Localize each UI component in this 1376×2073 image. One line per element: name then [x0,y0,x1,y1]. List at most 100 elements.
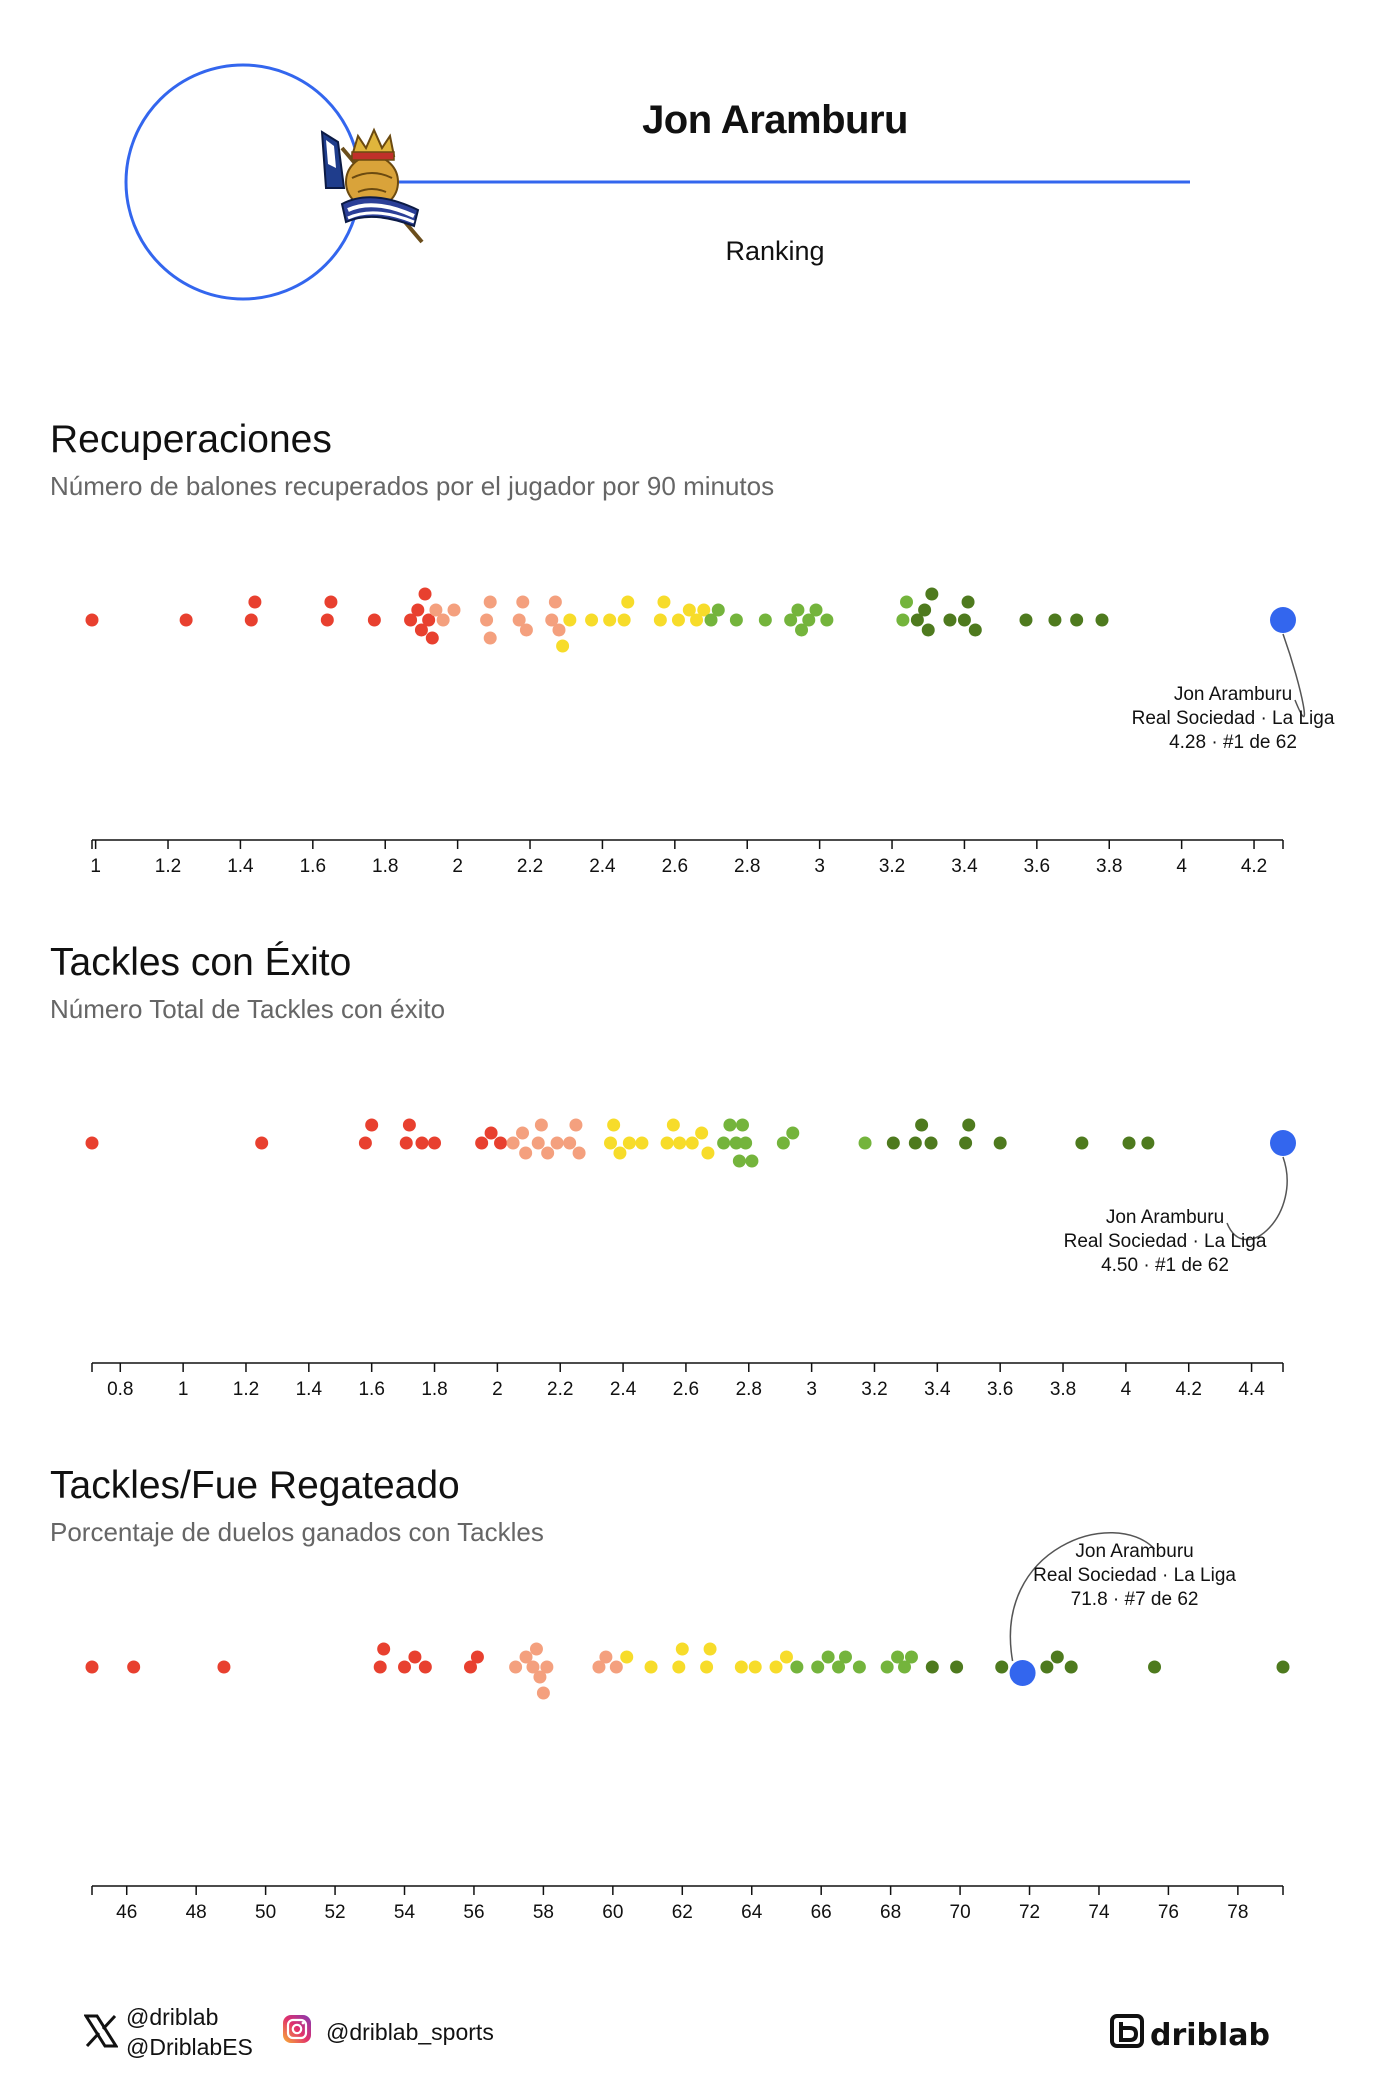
chart-tackles-exito: Tackles con Éxito Número Total de Tackle… [0,938,1376,1418]
data-point [531,1136,545,1150]
tick-label: 3.2 [861,1379,887,1400]
data-point [915,1118,929,1132]
data-point [1050,1650,1064,1664]
data-point [786,1126,800,1140]
data-point [534,1118,548,1132]
tick-label: 2 [452,856,463,877]
tick-label: 3.8 [1096,856,1122,877]
data-point [685,1136,699,1150]
chart-plot-tackles-regateado: 46 48 50 52 54 56 58 60 62 64 66 68 70 72 74 76 78 Jon Ar… [85,1532,1290,1923]
data-point [653,613,667,627]
data-point [950,1660,964,1674]
data-point [620,1650,634,1664]
data-point [734,1660,748,1674]
data-point [695,1126,709,1140]
data-point [411,603,425,617]
chart-plot-recuperaciones: 1 1.2 1.4 1.6 1.8 2 2.2 2.4 2.6 2.8 3 3.2 3.4 3.6 3.8 4… [85,587,1335,877]
data-point [758,613,772,627]
data-point [1122,1136,1136,1150]
data-point [962,1118,976,1132]
annotation-rank: 4.28 · #1 de 62 [1169,732,1297,753]
data-point [548,595,562,609]
tick-label: 3.4 [951,856,978,877]
data-point [779,1650,793,1664]
tick-label: 2.8 [734,856,760,877]
data-point [1141,1136,1155,1150]
tick-label: 3.2 [879,856,905,877]
tick-label: 3.6 [1024,856,1050,877]
annotation-team: Real Sociedad · La Liga [1033,1565,1236,1586]
data-point [703,1642,717,1656]
annotation-team: Real Sociedad · La Liga [1064,1231,1267,1252]
data-point [556,639,570,653]
data-point [852,1660,866,1674]
data-point [673,1136,687,1150]
data-point [408,1650,422,1664]
tick-label: 1.6 [300,856,326,877]
annotation-connector [1282,633,1306,718]
data-point [428,1136,442,1150]
data-point [552,623,566,637]
chart-tackles-regateado: Tackles/Fue Regateado Porcentaje de duel… [0,1461,1376,1941]
tick-label: 1.6 [358,1379,384,1400]
data-point [1064,1660,1078,1674]
data-point [519,1146,533,1160]
annotation-player-name: Jon Aramburu [1075,1541,1193,1562]
tick-label: 3.6 [987,1379,1013,1400]
data-point [415,1136,429,1150]
data-point [1040,1660,1054,1674]
tick-label: 4.4 [1238,1379,1265,1400]
chart-subtitle: Número de balones recuperados por el jug… [50,471,775,501]
data-point [1148,1660,1162,1674]
data-point [609,1660,623,1674]
player-name: Jon Aramburu [642,98,908,142]
data-point [516,595,530,609]
annotation-connector [1226,1156,1288,1241]
tick-label: 4 [1176,856,1187,877]
data-point [795,623,809,637]
data-point [811,1660,825,1674]
tick-label: 70 [950,1902,971,1923]
data-point [925,1660,939,1674]
data-point [367,613,381,627]
data-point [422,613,436,627]
header-graphic [124,63,1190,301]
tick-label: 76 [1158,1902,1179,1923]
data-point [516,1126,530,1140]
ranking-label: Ranking [725,236,825,266]
data-point [519,1650,533,1664]
data-point [739,1136,753,1150]
data-point [248,595,262,609]
data-point [968,623,982,637]
data-point [127,1660,141,1674]
data-point [666,1118,680,1132]
data-point [324,595,338,609]
data-point [832,1660,846,1674]
data-point [512,613,526,627]
tick-label: 72 [1019,1902,1040,1923]
tick-label: 58 [533,1902,554,1923]
data-point [536,1686,550,1700]
chart-title: Tackles/Fue Regateado [50,1464,460,1507]
data-point [377,1642,391,1656]
tick-label: 2 [492,1379,503,1400]
tick-label: 1.8 [421,1379,447,1400]
tick-label: 1.4 [296,1379,323,1400]
data-point [784,613,798,627]
data-point [526,1660,540,1674]
chart-subtitle: Número Total de Tackles con éxito [50,994,446,1024]
tick-label: 78 [1227,1902,1248,1923]
tick-label: 2.8 [736,1379,762,1400]
tick-label: 68 [880,1902,901,1923]
tick-label: 2.4 [610,1379,637,1400]
data-point [700,1660,714,1674]
data-point [995,1660,1009,1674]
tick-label: 66 [811,1902,832,1923]
data-point [672,1660,686,1674]
data-point [898,1660,912,1674]
tick-label: 4.2 [1176,1379,1202,1400]
data-point [447,603,461,617]
tick-label: 4 [1121,1379,1132,1400]
data-point [1095,613,1109,627]
tick-label: 3 [806,1379,817,1400]
